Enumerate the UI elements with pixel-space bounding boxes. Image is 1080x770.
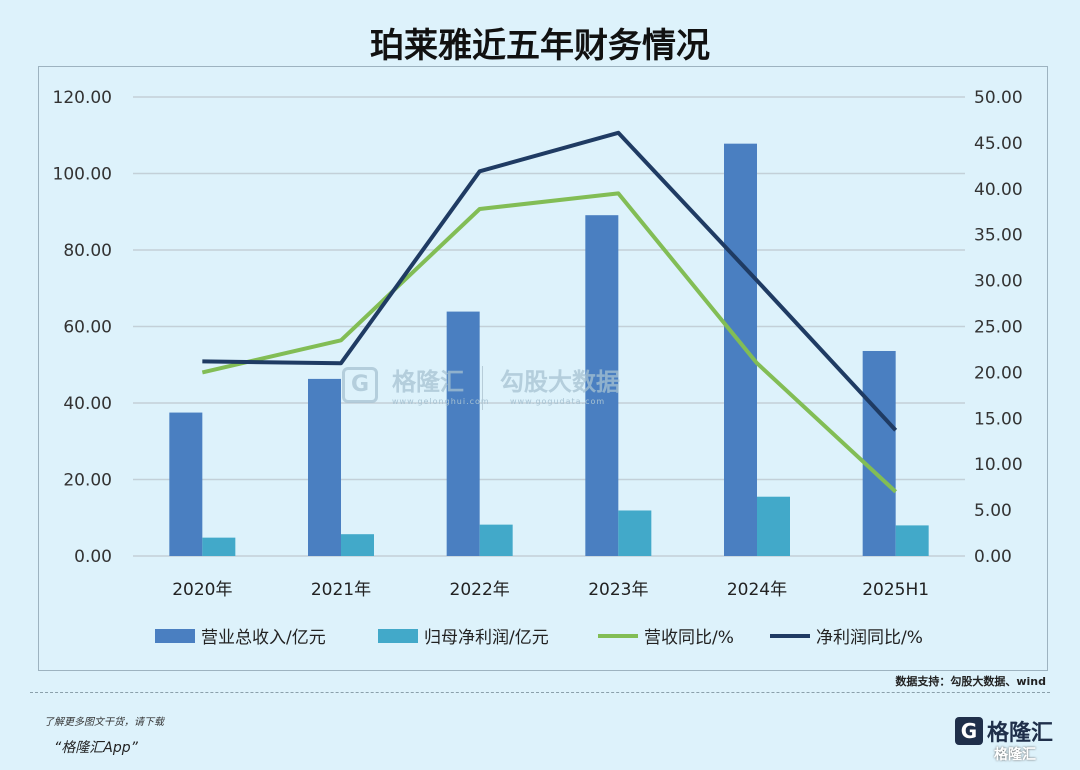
right-tick-label: 35.00: [974, 226, 1023, 246]
watermark-url-left: www.gelonghui.com: [392, 397, 490, 406]
data-source-note: 数据支持：勾股大数据、wind: [895, 675, 1046, 688]
right-tick-label: 50.00: [974, 88, 1023, 108]
footer-download-note: 了解更多图文干货，请下载: [44, 717, 164, 728]
left-tick-label: 0.00: [74, 547, 112, 567]
right-tick-label: 5.00: [974, 501, 1012, 521]
bar-net-profit: [618, 510, 652, 556]
right-tick-label: 10.00: [974, 455, 1023, 475]
right-tick-label: 20.00: [974, 363, 1023, 383]
bar-net-profit: [757, 496, 790, 556]
left-tick-label: 120.00: [53, 88, 112, 108]
watermark-url-right: www.gogudata.com: [510, 397, 606, 406]
left-tick-label: 40.00: [63, 394, 112, 414]
watermark-separator: [482, 366, 483, 410]
chart-title: 珀莱雅近五年财务情况: [370, 26, 710, 66]
right-tick-label: 40.00: [974, 180, 1023, 200]
watermark-brand-right: 勾股大数据: [500, 368, 620, 396]
right-tick-label: 30.00: [974, 272, 1023, 292]
watermark-logo-icon: G: [342, 367, 378, 403]
bar-revenue: [308, 378, 341, 556]
revenue-yoy-line: [201, 191, 898, 494]
corner-watermark: 格隆汇: [994, 747, 1036, 763]
footer-app-name: “格隆汇App”: [54, 740, 138, 756]
legend-swatch: [155, 629, 195, 643]
legend-label: 净利润同比/%: [816, 628, 923, 648]
brand-g-icon: G: [955, 717, 983, 745]
right-tick-label: 15.00: [974, 409, 1023, 429]
left-tick-label: 80.00: [63, 241, 112, 261]
bar-net-profit: [895, 525, 929, 556]
brand-logo: G 格隆汇: [955, 716, 1053, 746]
left-tick-label: 20.00: [63, 471, 112, 491]
right-tick-label: 45.00: [974, 134, 1023, 154]
category-label: 2020年: [172, 580, 232, 600]
left-tick-label: 60.00: [63, 318, 112, 338]
legend-label: 营业总收入/亿元: [201, 628, 326, 648]
bar-revenue: [169, 412, 203, 556]
bar-revenue: [724, 143, 757, 557]
legend-swatch: [378, 629, 418, 643]
left-tick-label: 100.00: [53, 165, 112, 185]
right-tick-label: 0.00: [974, 547, 1012, 567]
watermark-brand-left: 格隆汇: [392, 368, 464, 396]
footer-divider: [30, 692, 1050, 693]
bar-net-profit: [202, 537, 236, 556]
category-label: 2023年: [588, 580, 648, 600]
profit-yoy-line: [202, 130, 898, 432]
legend-label: 归母净利润/亿元: [424, 628, 549, 648]
bar-revenue: [585, 215, 619, 556]
right-tick-label: 25.00: [974, 318, 1023, 338]
brand-name: 格隆汇: [987, 721, 1054, 746]
bar-net-profit: [341, 534, 374, 556]
chart-frame: [38, 66, 1048, 671]
category-label: 2024年: [727, 580, 787, 600]
legend-label: 营收同比/%: [644, 628, 734, 648]
chart-canvas: 0.00 20.00 40.00 60.00 80.00 100.00 120.00 0.00…: [53, 88, 1023, 648]
bar-revenue: [446, 311, 480, 556]
category-label: 2025H1: [862, 580, 929, 600]
category-label: 2021年: [311, 580, 371, 600]
bar-net-profit: [479, 524, 513, 556]
category-label: 2022年: [450, 580, 510, 600]
bar-revenue: [862, 350, 896, 556]
